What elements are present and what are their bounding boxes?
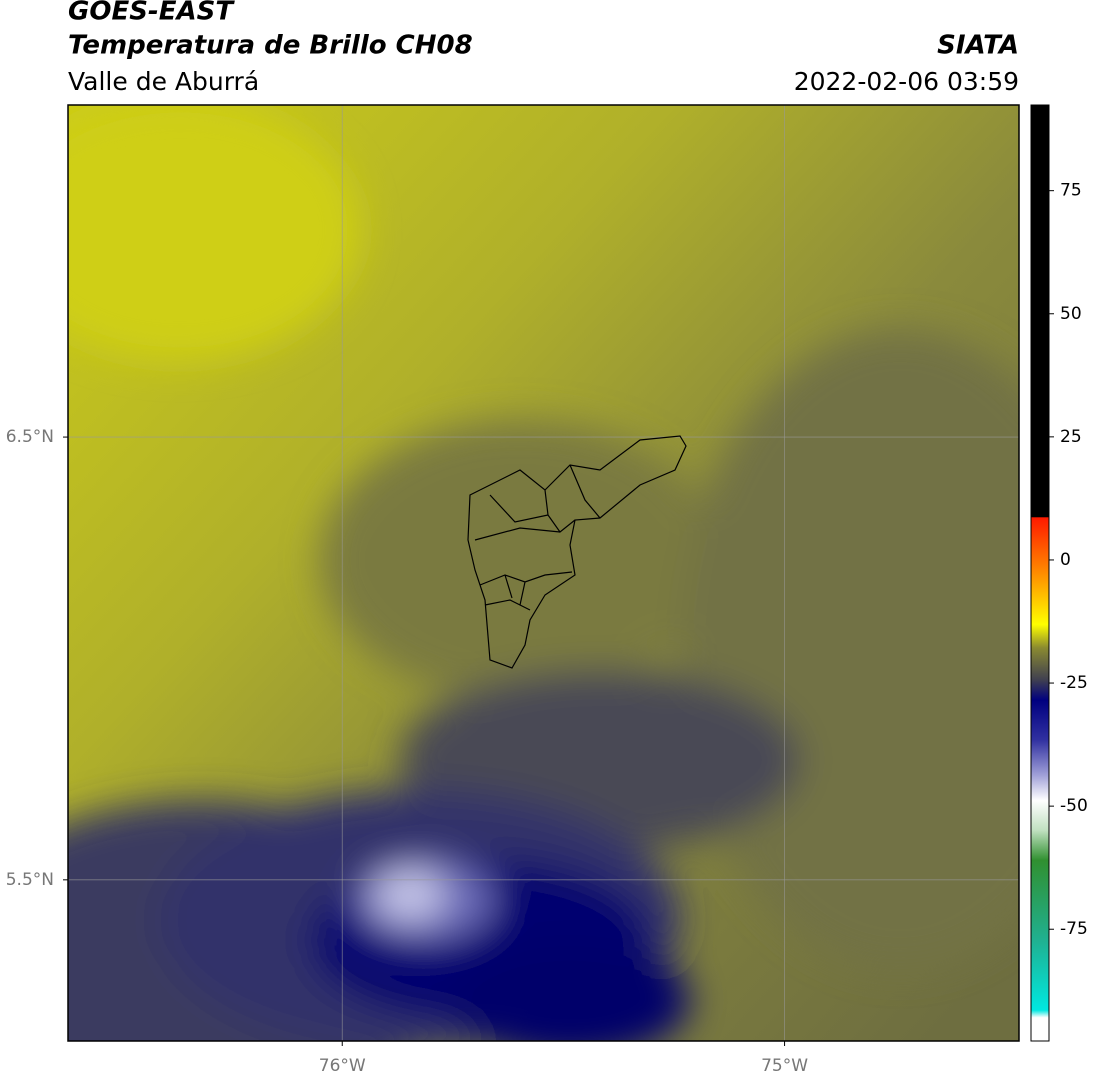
- colorbar-tick-label: 75: [1060, 181, 1082, 201]
- colorbar-tick-label: 50: [1060, 304, 1082, 324]
- source: SIATA: [937, 31, 1019, 61]
- colorbar-tick-label: -50: [1060, 796, 1088, 816]
- title: GOES-EAST: [68, 0, 235, 27]
- colorbar-tick-label: -75: [1060, 919, 1088, 939]
- valley-outline: [467, 435, 687, 669]
- map-frame: [67, 104, 1020, 1042]
- graticule: [68, 105, 1019, 1041]
- y-tick-label: 6.5°N: [6, 427, 54, 447]
- x-tick-label: 76°W: [319, 1056, 366, 1076]
- x-tick-label: 75°W: [761, 1056, 808, 1076]
- datetime: 2022-02-06 03:59: [794, 67, 1019, 96]
- colorbar-tick-label: 25: [1060, 427, 1082, 447]
- colorbar-tick-label: 0: [1060, 550, 1071, 570]
- region: Valle de Aburrá: [68, 67, 259, 96]
- y-tick-label: 5.5°N: [6, 870, 54, 890]
- satellite-image: [68, 105, 1019, 1041]
- colorbar: [1030, 104, 1050, 1042]
- colorbar-tick-label: -25: [1060, 673, 1088, 693]
- subtitle: Temperatura de Brillo CH08: [68, 31, 473, 61]
